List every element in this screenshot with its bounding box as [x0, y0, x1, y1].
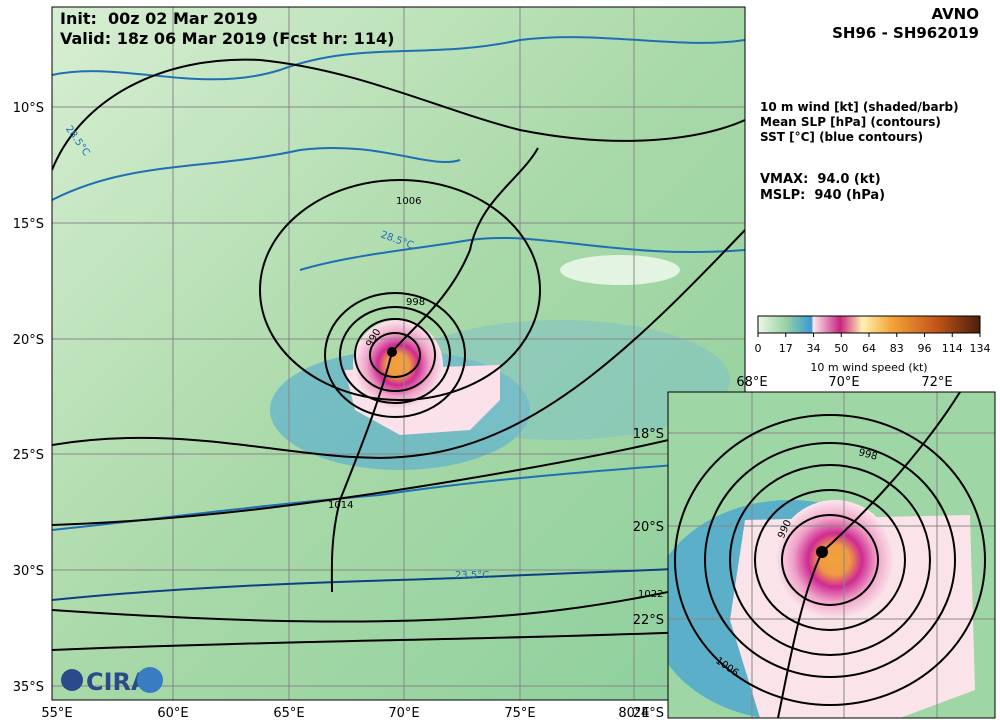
inset-lon-label: 70°E: [828, 375, 859, 390]
colorbar-label: 10 m wind speed (kt): [810, 361, 927, 374]
inset-lat-label: 22°S: [633, 613, 664, 628]
legend-line: Mean SLP [hPa] (contours): [760, 115, 941, 129]
vmax: VMAX: 94.0 (kt): [760, 172, 881, 187]
legend-line: 10 m wind [kt] (shaded/barb): [760, 100, 959, 114]
mslp: MSLP: 940 (hPa): [760, 188, 885, 203]
lon-label: 55°E: [41, 706, 72, 721]
colorbar-tick-label: 83: [890, 342, 904, 355]
lat-label: 15°S: [13, 217, 44, 232]
contour-label: 1014: [328, 500, 353, 511]
colorbar-tick-label: 17: [779, 342, 793, 355]
legend-line: SST [°C] (blue contours): [760, 130, 923, 144]
lat-label: 20°S: [13, 333, 44, 348]
colorbar-tick-label: 0: [755, 342, 762, 355]
colorbar-tick-label: 64: [862, 342, 876, 355]
map-frame: [51, 6, 746, 701]
model-name: AVNO: [931, 5, 979, 23]
main-map: 1006 998 990 1014 1022 28.5°C 28.5°C 23.…: [52, 7, 745, 700]
inset-lat-label: 20°S: [633, 520, 664, 535]
colorbar: [757, 315, 981, 334]
logo: CIRA: [61, 667, 163, 696]
colorbar-tick-label: 96: [918, 342, 932, 355]
lon-label: 80°E: [618, 706, 649, 721]
init-time: Init: 00z 02 Mar 2019: [60, 9, 258, 28]
colorbar-tick-label: 34: [807, 342, 821, 355]
lat-label: 30°S: [13, 564, 44, 579]
colorbar-tick-label: 134: [970, 342, 991, 355]
contour-label: 998: [857, 447, 878, 463]
lat-label: 10°S: [13, 101, 44, 116]
lon-label: 70°E: [388, 706, 419, 721]
contour-label: 998: [406, 297, 425, 308]
inset-map: 998 990 1006: [668, 392, 995, 718]
inset-frame: [667, 391, 996, 719]
colorbar-tick-label: 50: [834, 342, 848, 355]
lon-label: 65°E: [273, 706, 304, 721]
sst-label: 23.5°C: [455, 570, 489, 581]
colorbar-tick-label: 114: [942, 342, 963, 355]
inset-lon-label: 72°E: [921, 375, 952, 390]
lon-label: 75°E: [504, 706, 535, 721]
lon-label: 60°E: [157, 706, 188, 721]
lat-label: 25°S: [13, 448, 44, 463]
valid-time: Valid: 18z 06 Mar 2019 (Fcst hr: 114): [60, 29, 394, 48]
inset-lat-label: 24°S: [633, 706, 664, 721]
storm-id: SH96 - SH962019: [832, 24, 979, 42]
contour-label: 1006: [396, 196, 421, 207]
lat-label: 35°S: [13, 680, 44, 695]
inset-lat-label: 18°S: [633, 427, 664, 442]
contour-label: 1022: [638, 589, 663, 600]
inset-lon-label: 68°E: [736, 375, 767, 390]
